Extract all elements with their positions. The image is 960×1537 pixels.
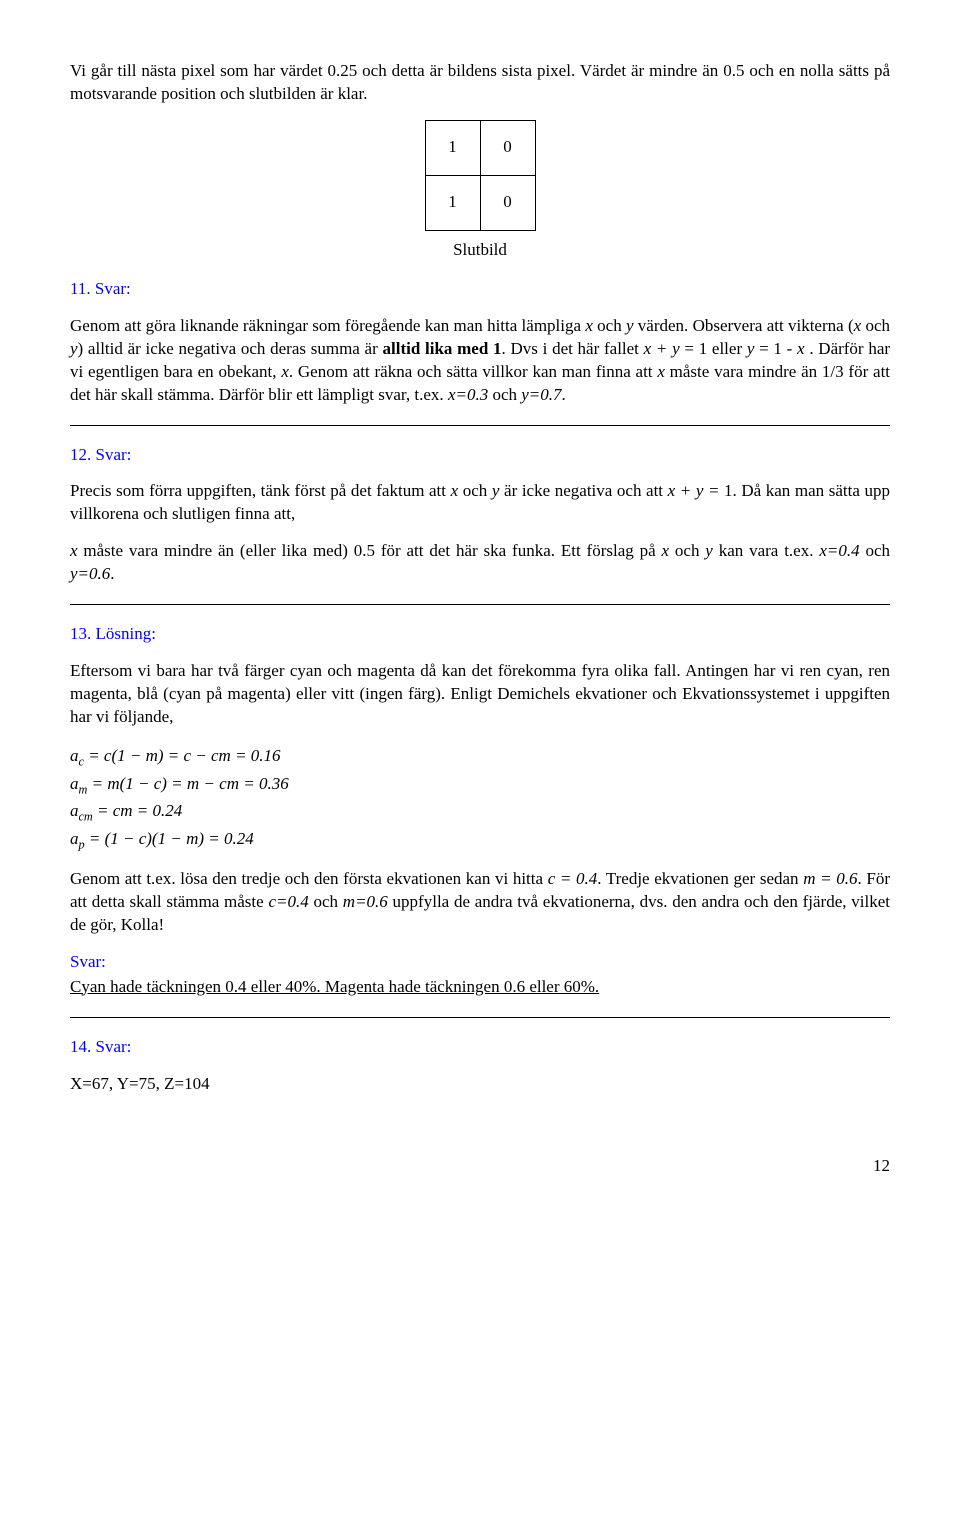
eq-line: am = m(1 − c) = m − cm = 0.36 — [70, 771, 890, 799]
divider — [70, 1017, 890, 1018]
cell: 1 — [425, 120, 480, 175]
cell: 0 — [480, 120, 535, 175]
eq-line: ac = c(1 − m) = c − cm = 0.16 — [70, 743, 890, 771]
intro-paragraph: Vi går till nästa pixel som har värdet 0… — [70, 60, 890, 106]
q12-heading: 12. Svar: — [70, 444, 890, 467]
slutbild-caption: Slutbild — [70, 239, 890, 262]
q13-svar-label: Svar: — [70, 951, 890, 974]
q14-answer: X=67, Y=75, Z=104 — [70, 1073, 890, 1096]
q13-equations: ac = c(1 − m) = c − cm = 0.16 am = m(1 −… — [70, 743, 890, 854]
table-row: 1 0 — [425, 175, 535, 230]
q13-body-1: Eftersom vi bara har två färger cyan och… — [70, 660, 890, 729]
q12-body-2: x måste vara mindre än (eller lika med) … — [70, 540, 890, 586]
cell: 0 — [480, 175, 535, 230]
q12-body-1: Precis som förra uppgiften, tänk först p… — [70, 480, 890, 526]
q13-heading: 13. Lösning: — [70, 623, 890, 646]
slutbild-table: 1 0 1 0 — [425, 120, 536, 231]
q13-body-2: Genom att t.ex. lösa den tredje och den … — [70, 868, 890, 937]
eq-line: ap = (1 − c)(1 − m) = 0.24 — [70, 826, 890, 854]
q13-answer: Cyan hade täckningen 0.4 eller 40%. Mage… — [70, 976, 890, 999]
q13-heading-text: 13. Lösning: — [70, 624, 156, 643]
q11-heading-text: 11. Svar: — [70, 279, 131, 298]
page-number: 12 — [70, 1155, 890, 1178]
eq-line: acm = cm = 0.24 — [70, 798, 890, 826]
table-row: 1 0 — [425, 120, 535, 175]
q14-heading-text: 14. Svar: — [70, 1037, 131, 1056]
divider — [70, 604, 890, 605]
q12-heading-text: 12. Svar: — [70, 445, 131, 464]
cell: 1 — [425, 175, 480, 230]
q11-heading: 11. Svar: — [70, 278, 890, 301]
q11-body: Genom att göra liknande räkningar som fö… — [70, 315, 890, 407]
divider — [70, 425, 890, 426]
q14-heading: 14. Svar: — [70, 1036, 890, 1059]
